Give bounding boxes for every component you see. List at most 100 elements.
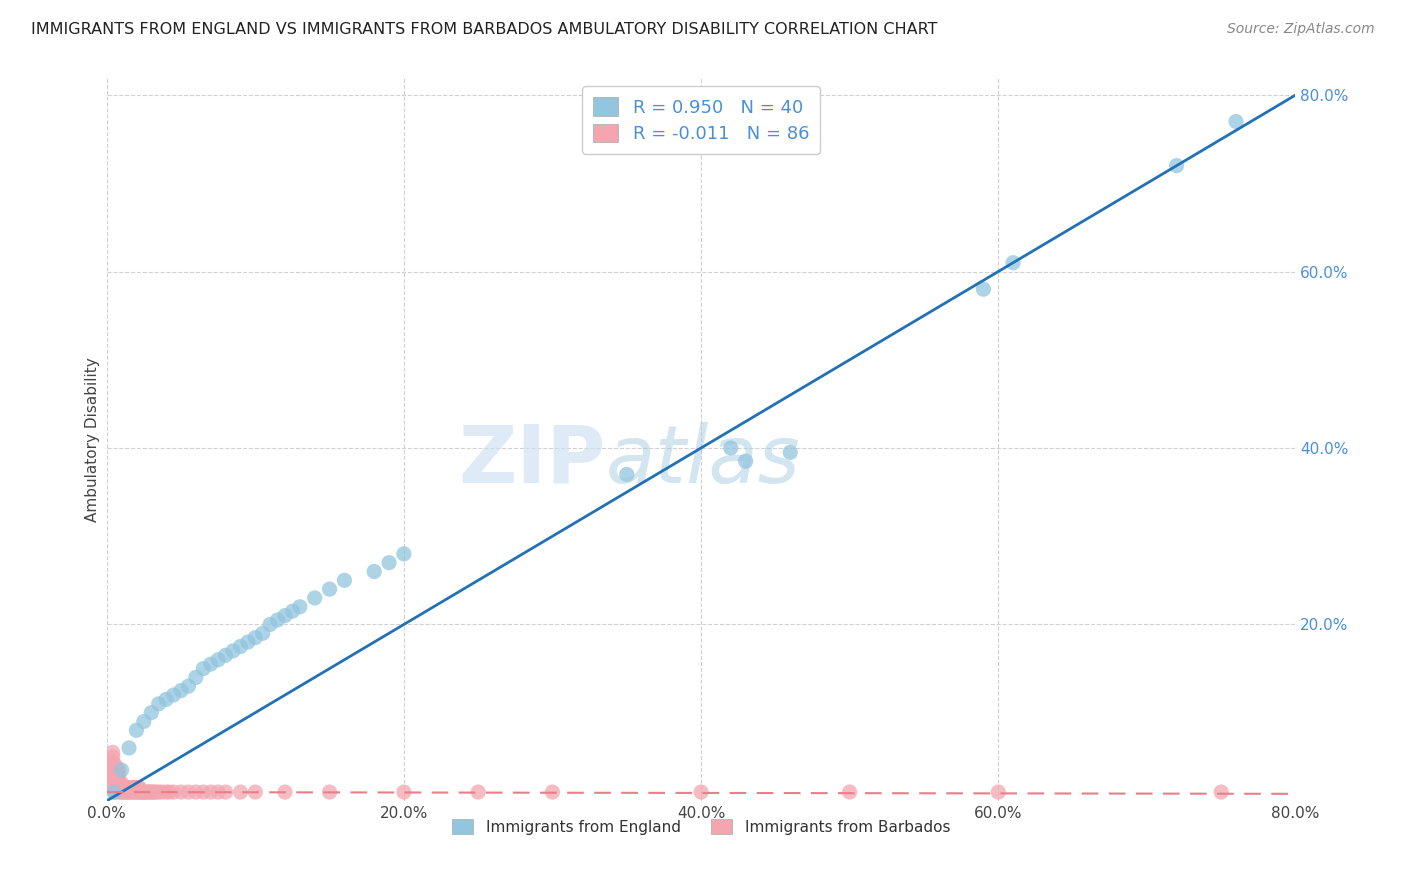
Point xyxy=(214,785,236,799)
Point xyxy=(135,785,157,799)
Point xyxy=(110,763,132,777)
Point xyxy=(121,780,143,795)
Legend: Immigrants from England, Immigrants from Barbados: Immigrants from England, Immigrants from… xyxy=(443,810,959,844)
Point xyxy=(114,780,136,795)
Point xyxy=(162,785,184,799)
Point xyxy=(229,640,252,654)
Point xyxy=(155,785,177,799)
Point xyxy=(136,785,159,799)
Point xyxy=(132,785,155,799)
Point xyxy=(104,758,127,772)
Point xyxy=(274,608,297,623)
Point xyxy=(132,714,155,729)
Point xyxy=(110,780,132,795)
Point xyxy=(972,282,994,296)
Point xyxy=(118,741,141,756)
Point xyxy=(128,785,150,799)
Text: ZIP: ZIP xyxy=(458,422,606,500)
Point xyxy=(117,785,139,799)
Point xyxy=(184,670,207,684)
Point xyxy=(281,604,304,618)
Point xyxy=(259,617,281,632)
Point xyxy=(142,785,165,799)
Point xyxy=(1002,256,1025,270)
Point xyxy=(155,692,177,706)
Point xyxy=(145,785,167,799)
Point xyxy=(120,780,142,795)
Point xyxy=(124,780,146,795)
Point xyxy=(103,780,125,795)
Point xyxy=(318,582,340,596)
Point xyxy=(184,785,207,799)
Point xyxy=(97,776,120,790)
Point xyxy=(274,785,297,799)
Point xyxy=(101,745,124,759)
Point xyxy=(200,657,222,672)
Point xyxy=(333,574,356,588)
Point xyxy=(162,688,184,702)
Point xyxy=(467,785,489,799)
Text: Source: ZipAtlas.com: Source: ZipAtlas.com xyxy=(1227,22,1375,37)
Point xyxy=(200,785,222,799)
Point xyxy=(107,767,129,781)
Point xyxy=(214,648,236,663)
Point xyxy=(125,723,148,738)
Point xyxy=(122,780,145,795)
Point xyxy=(118,785,141,799)
Text: atlas: atlas xyxy=(606,422,801,500)
Point xyxy=(124,785,146,799)
Point xyxy=(120,785,142,799)
Point xyxy=(101,754,124,768)
Point xyxy=(104,763,127,777)
Point xyxy=(108,780,131,795)
Point xyxy=(108,776,131,790)
Point xyxy=(266,613,288,627)
Point xyxy=(104,767,127,781)
Point xyxy=(987,785,1010,799)
Point xyxy=(141,706,163,720)
Point xyxy=(838,785,860,799)
Point xyxy=(114,785,136,799)
Point xyxy=(616,467,638,482)
Point xyxy=(121,785,143,799)
Point xyxy=(157,785,180,799)
Point xyxy=(103,785,125,799)
Point xyxy=(779,445,801,459)
Point xyxy=(101,749,124,764)
Point xyxy=(105,780,128,795)
Point xyxy=(207,785,229,799)
Point xyxy=(141,785,163,799)
Point xyxy=(1166,159,1188,173)
Point xyxy=(107,772,129,786)
Point xyxy=(252,626,274,640)
Point xyxy=(125,785,148,799)
Point xyxy=(103,776,125,790)
Point xyxy=(1211,785,1233,799)
Point xyxy=(720,441,742,455)
Point xyxy=(148,697,170,711)
Point xyxy=(132,785,155,799)
Point xyxy=(690,785,713,799)
Point xyxy=(125,780,148,795)
Point xyxy=(288,599,311,614)
Point xyxy=(245,631,267,645)
Point xyxy=(112,785,135,799)
Point xyxy=(122,785,145,799)
Point xyxy=(112,780,135,795)
Point xyxy=(236,635,259,649)
Point xyxy=(245,785,267,799)
Point xyxy=(392,785,415,799)
Point xyxy=(117,780,139,795)
Point xyxy=(392,547,415,561)
Text: IMMIGRANTS FROM ENGLAND VS IMMIGRANTS FROM BARBADOS AMBULATORY DISABILITY CORREL: IMMIGRANTS FROM ENGLAND VS IMMIGRANTS FR… xyxy=(31,22,938,37)
Point xyxy=(118,780,141,795)
Point xyxy=(1225,114,1247,128)
Point xyxy=(363,565,385,579)
Point xyxy=(148,785,170,799)
Point xyxy=(143,785,166,799)
Point xyxy=(105,776,128,790)
Point xyxy=(108,785,131,799)
Point xyxy=(193,785,215,799)
Point xyxy=(177,679,200,693)
Point xyxy=(98,767,121,781)
